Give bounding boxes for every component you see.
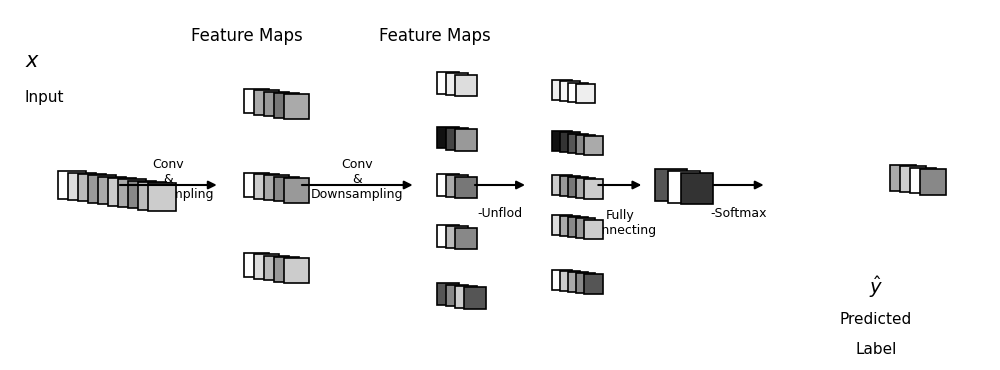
Bar [78, 174, 106, 202]
Bar [655, 169, 687, 201]
Bar [274, 93, 299, 118]
Bar [576, 135, 595, 154]
Bar [568, 83, 588, 102]
Bar [890, 165, 916, 191]
Bar [446, 73, 468, 95]
Bar [68, 172, 96, 200]
Bar [118, 179, 146, 207]
Text: $\mathbf{\mathit{x}}$: $\mathbf{\mathit{x}}$ [25, 51, 40, 71]
Text: -Softmax: -Softmax [710, 207, 767, 220]
Bar [446, 285, 468, 306]
Bar [244, 89, 269, 114]
Text: Feature Maps: Feature Maps [191, 27, 302, 44]
Bar [284, 94, 309, 119]
Bar [128, 181, 156, 208]
Bar [560, 132, 580, 152]
Bar [576, 84, 595, 103]
Bar [584, 219, 603, 239]
Bar [264, 256, 289, 280]
Bar [576, 218, 595, 238]
Bar [446, 128, 468, 150]
Bar [284, 258, 309, 283]
Bar [455, 228, 477, 249]
Bar [244, 173, 269, 197]
Bar [437, 174, 459, 196]
Bar [552, 80, 572, 100]
Bar [88, 175, 116, 203]
Bar [274, 177, 299, 201]
Bar [148, 184, 176, 211]
Bar [668, 171, 700, 202]
Bar [584, 274, 603, 294]
Bar [910, 168, 936, 193]
Bar [254, 174, 279, 199]
Bar [560, 81, 580, 101]
Text: Feature Maps: Feature Maps [379, 27, 491, 44]
Bar [446, 226, 468, 248]
Bar [437, 283, 459, 305]
Bar [284, 178, 309, 203]
Text: Predicted: Predicted [840, 312, 912, 327]
Bar [584, 179, 603, 199]
Bar [455, 74, 477, 96]
Bar [437, 225, 459, 247]
Bar [264, 91, 289, 116]
Bar [568, 177, 588, 197]
Bar [576, 273, 595, 293]
Text: -Unflod: -Unflod [477, 207, 523, 220]
Bar [58, 171, 86, 199]
Bar [560, 176, 580, 196]
Bar [568, 218, 588, 237]
Bar [274, 257, 299, 282]
Bar [455, 286, 477, 307]
Bar [576, 178, 595, 198]
Bar [446, 175, 468, 197]
Bar [455, 129, 477, 151]
Bar [560, 271, 580, 291]
Bar [552, 175, 572, 195]
Bar [552, 215, 572, 235]
Text: Input: Input [25, 90, 64, 105]
Bar [920, 169, 946, 195]
Bar [681, 173, 713, 204]
Text: $\hat{y}$: $\hat{y}$ [869, 274, 883, 300]
Bar [455, 176, 477, 198]
Bar [254, 254, 279, 279]
Text: Label: Label [855, 342, 897, 357]
Bar [552, 270, 572, 290]
Bar [244, 253, 269, 278]
Bar [584, 136, 603, 155]
Bar [900, 166, 926, 192]
Bar [464, 287, 486, 309]
Bar [568, 272, 588, 292]
Text: Fully
Connecting: Fully Connecting [585, 209, 656, 237]
Text: Conv
&
Downsampling: Conv & Downsampling [122, 158, 214, 201]
Bar [254, 90, 279, 115]
Bar [560, 216, 580, 236]
Bar [552, 131, 572, 151]
Bar [437, 127, 459, 148]
Bar [108, 178, 136, 205]
Bar [98, 176, 126, 204]
Bar [437, 72, 459, 94]
Bar [138, 182, 166, 209]
Text: Conv
&
Downsampling: Conv & Downsampling [311, 158, 403, 201]
Bar [264, 175, 289, 200]
Bar [568, 134, 588, 153]
